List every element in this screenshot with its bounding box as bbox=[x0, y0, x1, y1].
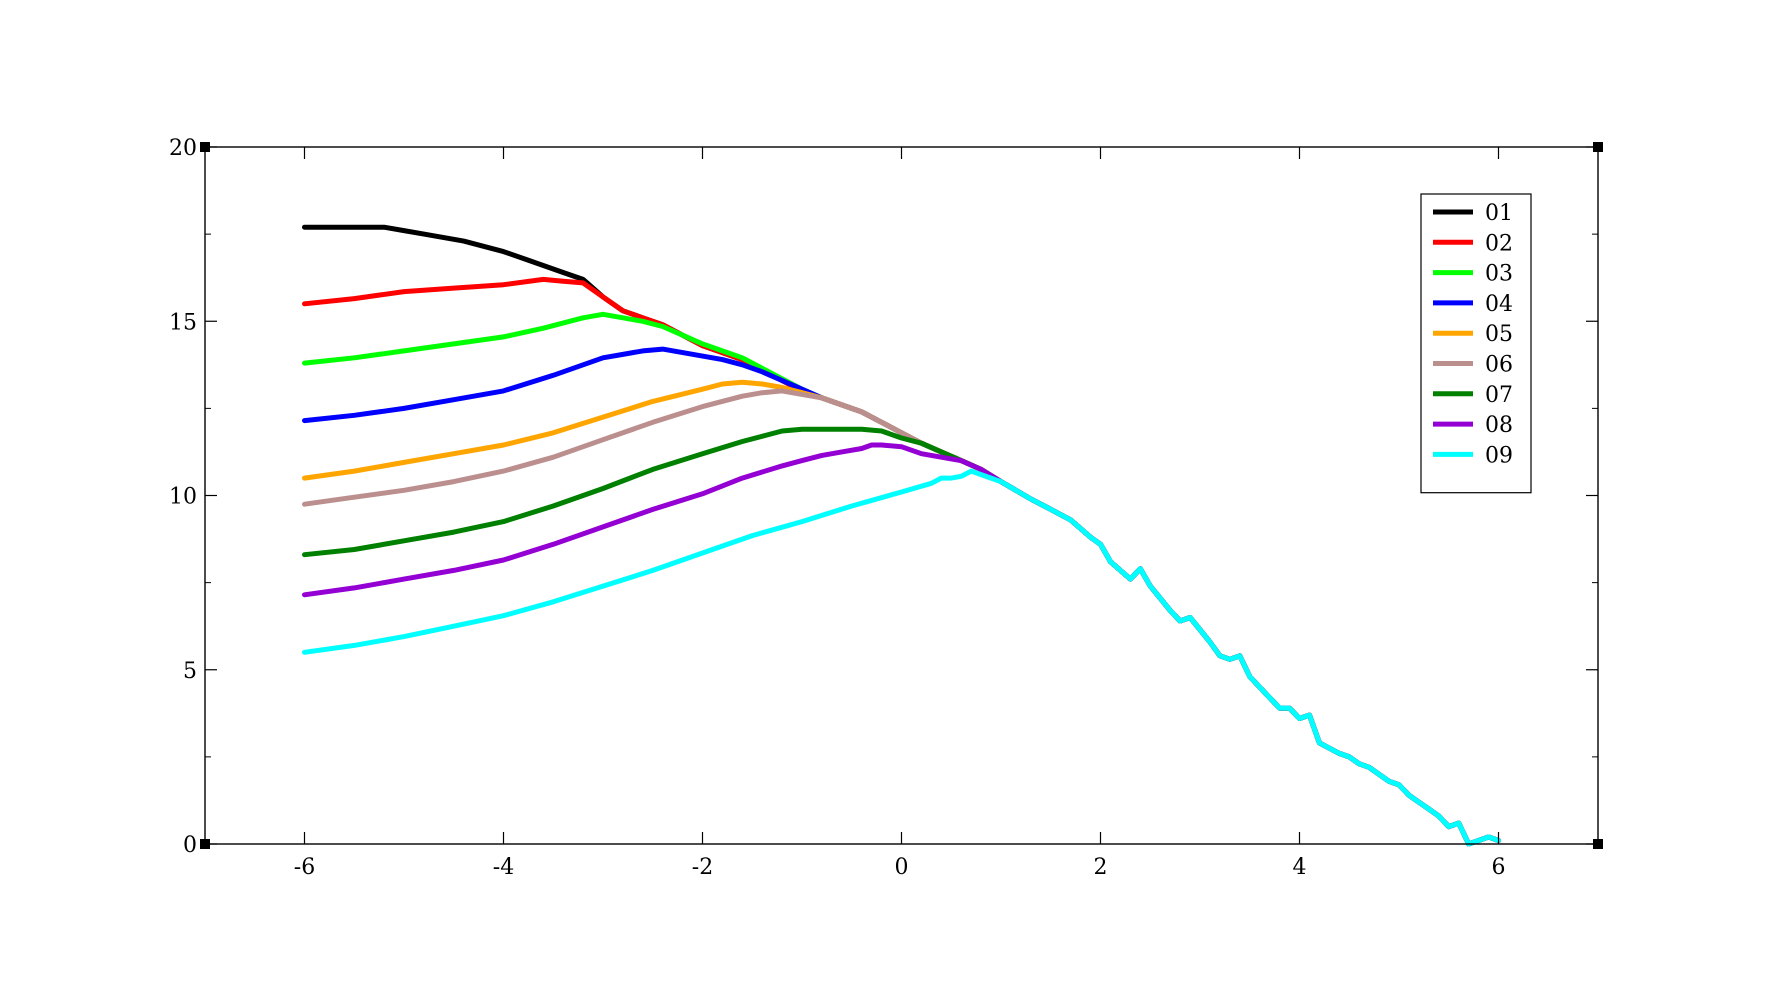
series-line-09 bbox=[302, 468, 1501, 847]
x-tick-label: 0 bbox=[895, 855, 909, 880]
x-tick-label: -2 bbox=[692, 855, 713, 880]
x-tick-label: 2 bbox=[1094, 855, 1108, 880]
corner-handle bbox=[1593, 142, 1603, 152]
legend-label-07: 07 bbox=[1485, 383, 1513, 408]
legend-label-03: 03 bbox=[1485, 262, 1513, 287]
corner-handle bbox=[200, 142, 210, 152]
y-tick-label: 10 bbox=[169, 485, 197, 510]
legend-box bbox=[1420, 193, 1532, 494]
corner-handle bbox=[200, 839, 210, 849]
x-tick-label: 6 bbox=[1492, 855, 1506, 880]
y-tick-label: 20 bbox=[169, 136, 197, 161]
legend-label-05: 05 bbox=[1485, 322, 1513, 347]
legend-label-01: 01 bbox=[1485, 201, 1513, 226]
x-tick-label: 4 bbox=[1293, 855, 1307, 880]
legend-label-02: 02 bbox=[1485, 231, 1513, 256]
legend-label-08: 08 bbox=[1485, 413, 1513, 438]
legend: 01 02 03 04 05 06 07 08 09 bbox=[1420, 193, 1532, 494]
y-tick-label: 0 bbox=[183, 833, 197, 858]
y-tick-label: 15 bbox=[169, 310, 197, 335]
corner-handle bbox=[1593, 839, 1603, 849]
legend-label-06: 06 bbox=[1485, 353, 1513, 378]
x-tick-label: -4 bbox=[493, 855, 514, 880]
series-layer bbox=[302, 224, 1501, 847]
x-tick-label: -6 bbox=[294, 855, 315, 880]
legend-label-04: 04 bbox=[1485, 292, 1513, 317]
y-tick-label: 5 bbox=[183, 659, 197, 684]
legend-label-09: 09 bbox=[1485, 443, 1513, 468]
